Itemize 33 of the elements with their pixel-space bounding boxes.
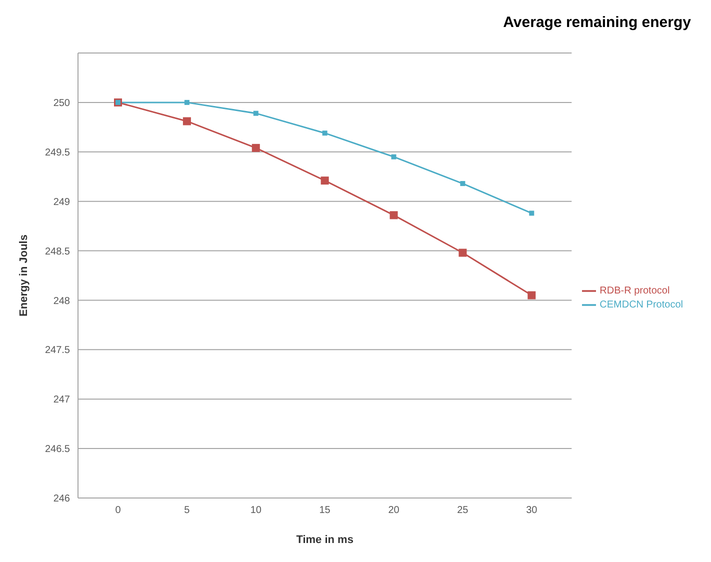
y-tick-label: 248 xyxy=(53,296,70,307)
point xyxy=(528,291,536,300)
y-tick-label: 246 xyxy=(53,494,70,505)
chart-title: Average remaining energy xyxy=(502,13,692,33)
point xyxy=(252,144,260,152)
y-tick-label: 247.5 xyxy=(44,345,70,356)
legend-label: CEMDCN Protocol xyxy=(600,300,683,311)
y-tick-label: 250 xyxy=(53,98,70,109)
point xyxy=(460,181,466,186)
point xyxy=(390,211,398,220)
y-axis-title: Energy in Jouls xyxy=(18,234,30,316)
x-tick-label: 20 xyxy=(388,505,400,516)
point xyxy=(391,154,396,160)
point xyxy=(320,176,329,185)
y-tick-label: 249 xyxy=(53,196,70,208)
x-tick-label: 15 xyxy=(319,505,331,516)
x-axis-title: Time in ms xyxy=(296,534,354,546)
x-tick-label: 30 xyxy=(526,505,538,516)
x-tick-label: 10 xyxy=(250,505,262,516)
y-tick-label: 249.5 xyxy=(44,147,70,158)
y-tick-label: 246.5 xyxy=(44,444,70,456)
legend-label: RDB-R protocol xyxy=(600,286,670,297)
point xyxy=(529,210,534,216)
y-tick-label: 247 xyxy=(53,394,70,406)
point xyxy=(184,100,190,105)
y-tick-label: 248.5 xyxy=(44,246,70,258)
x-tick-label: 5 xyxy=(184,505,190,516)
point xyxy=(182,117,191,126)
x-tick-label: 25 xyxy=(457,505,469,516)
point xyxy=(322,130,328,136)
point xyxy=(253,110,258,116)
x-tick-label: 0 xyxy=(115,505,122,516)
point xyxy=(458,248,467,257)
